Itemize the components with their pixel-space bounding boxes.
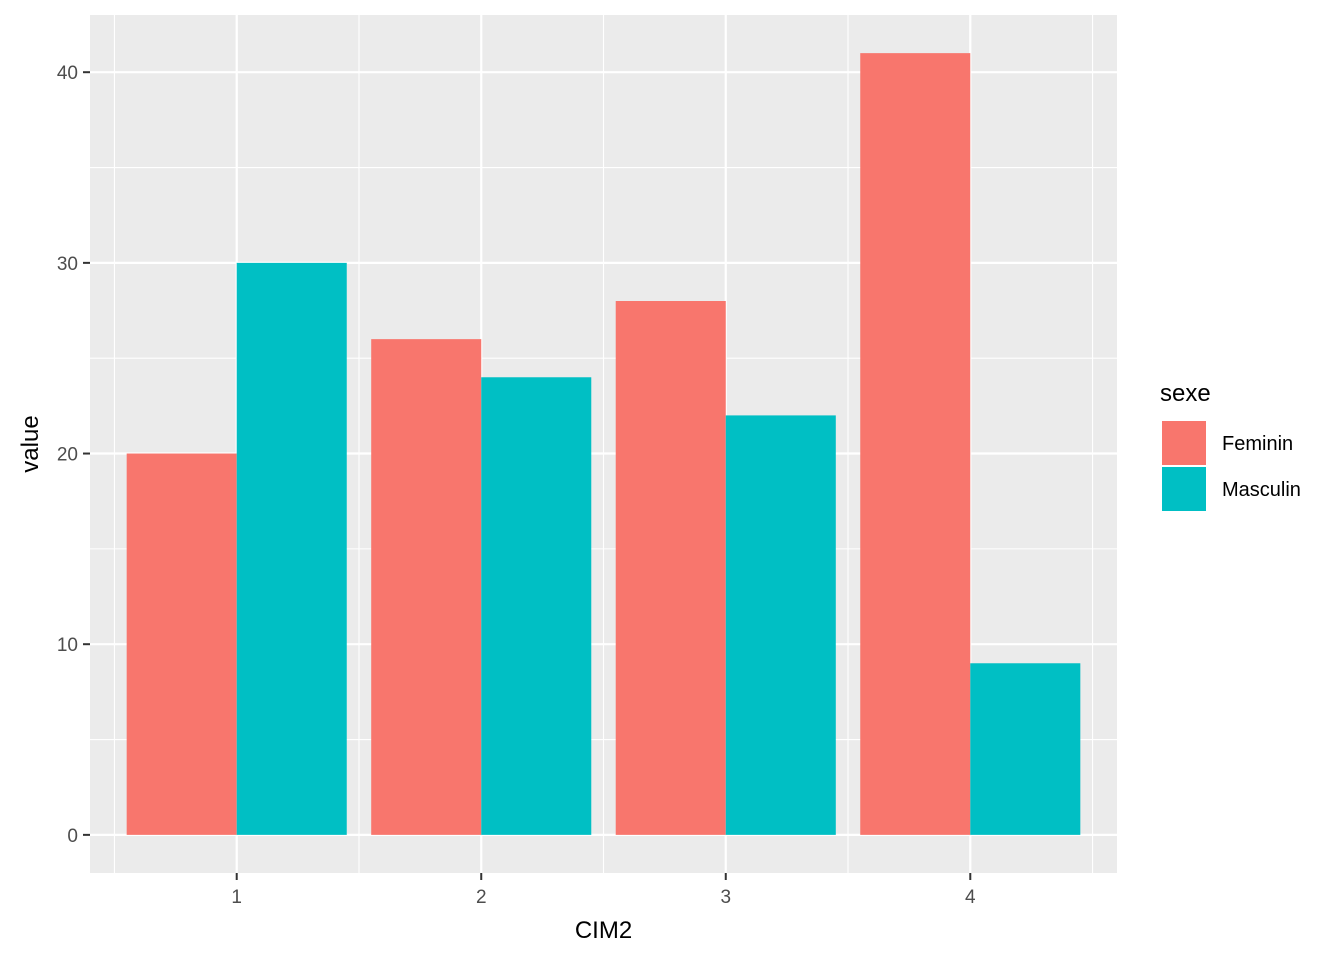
x-tick-label: 4	[965, 887, 976, 908]
bar-masculin-1	[236, 262, 347, 835]
legend-label-feminin: Feminin	[1222, 433, 1293, 455]
x-axis: 1 2 3 4	[231, 873, 976, 908]
bar-feminin-4	[860, 53, 971, 835]
x-axis-title: CIM2	[575, 917, 632, 944]
y-tick-label: 0	[67, 826, 78, 847]
x-tick-label: 1	[231, 887, 242, 908]
bar-feminin-3	[615, 301, 726, 835]
y-tick-label: 40	[57, 63, 78, 84]
x-tick-label: 3	[720, 887, 731, 908]
bar-masculin-4	[970, 663, 1081, 835]
bar-feminin-1	[126, 453, 237, 835]
bar-feminin-2	[371, 339, 482, 835]
bar-masculin-2	[481, 377, 592, 835]
y-tick-label: 20	[57, 445, 78, 466]
bar-masculin-3	[725, 415, 836, 835]
y-axis: 0 10 20 30 40	[57, 63, 90, 847]
legend-title: sexe	[1160, 380, 1211, 407]
legend-label-masculin: Masculin	[1222, 479, 1301, 501]
y-axis-title: value	[17, 415, 44, 472]
y-tick-label: 30	[57, 254, 78, 275]
legend-key-masculin	[1162, 467, 1206, 511]
x-tick-label: 2	[476, 887, 487, 908]
legend-key-feminin	[1162, 421, 1206, 465]
y-tick-label: 10	[57, 635, 78, 656]
legend: sexe Feminin Masculin	[1160, 380, 1301, 511]
bars	[126, 53, 1081, 835]
